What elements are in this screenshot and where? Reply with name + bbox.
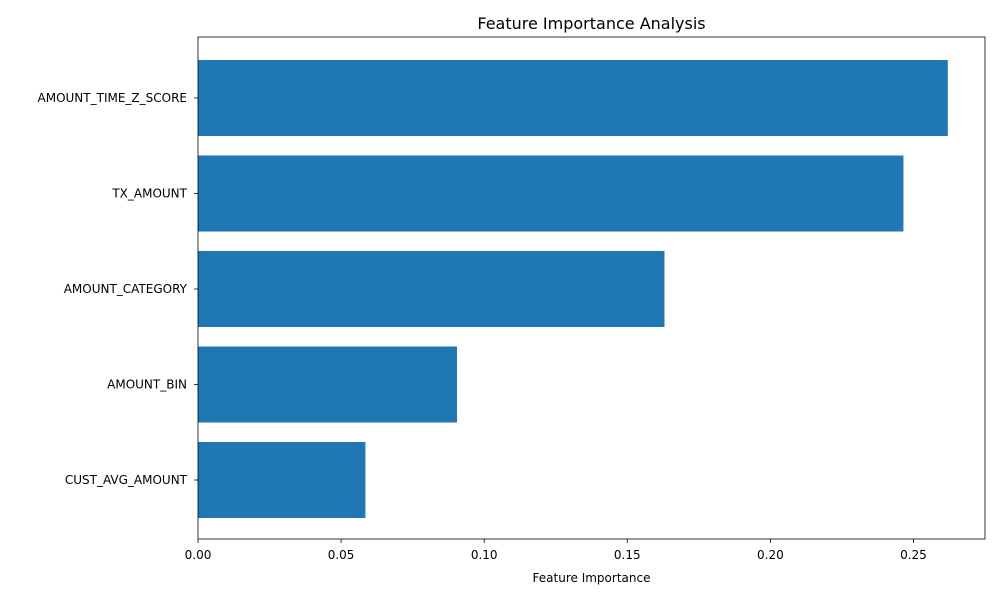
x-tick-label: 0.05 <box>328 548 355 562</box>
bar-amount-bin <box>198 346 457 423</box>
x-tick-label: 0.10 <box>471 548 498 562</box>
x-tick-label: 0.25 <box>900 548 927 562</box>
x-axis-ticks: 0.00 0.05 0.10 0.15 0.20 0.25 <box>185 539 927 562</box>
plot-frame <box>197 36 986 540</box>
bars-group <box>198 60 948 518</box>
y-tick-label: AMOUNT_CATEGORY <box>64 282 188 296</box>
y-axis-ticks: AMOUNT_TIME_Z_SCORE TX_AMOUNT AMOUNT_CATEG… <box>38 91 198 487</box>
y-tick-label: CUST_AVG_AMOUNT <box>65 473 188 487</box>
y-tick-label: AMOUNT_BIN <box>107 378 187 392</box>
bar-amount-category <box>198 251 665 327</box>
y-tick-label: AMOUNT_TIME_Z_SCORE <box>38 91 187 105</box>
bar-cust-avg-amount <box>198 442 366 518</box>
chart-title: Feature Importance Analysis <box>477 14 705 33</box>
y-tick-label: TX_AMOUNT <box>111 187 187 201</box>
x-tick-label: 0.15 <box>614 548 641 562</box>
bar-tx-amount <box>198 155 904 232</box>
x-tick-label: 0.20 <box>757 548 784 562</box>
x-tick-label: 0.00 <box>185 548 212 562</box>
x-axis-label: Feature Importance <box>533 571 651 585</box>
bar-amount-time-z-score <box>198 60 948 136</box>
